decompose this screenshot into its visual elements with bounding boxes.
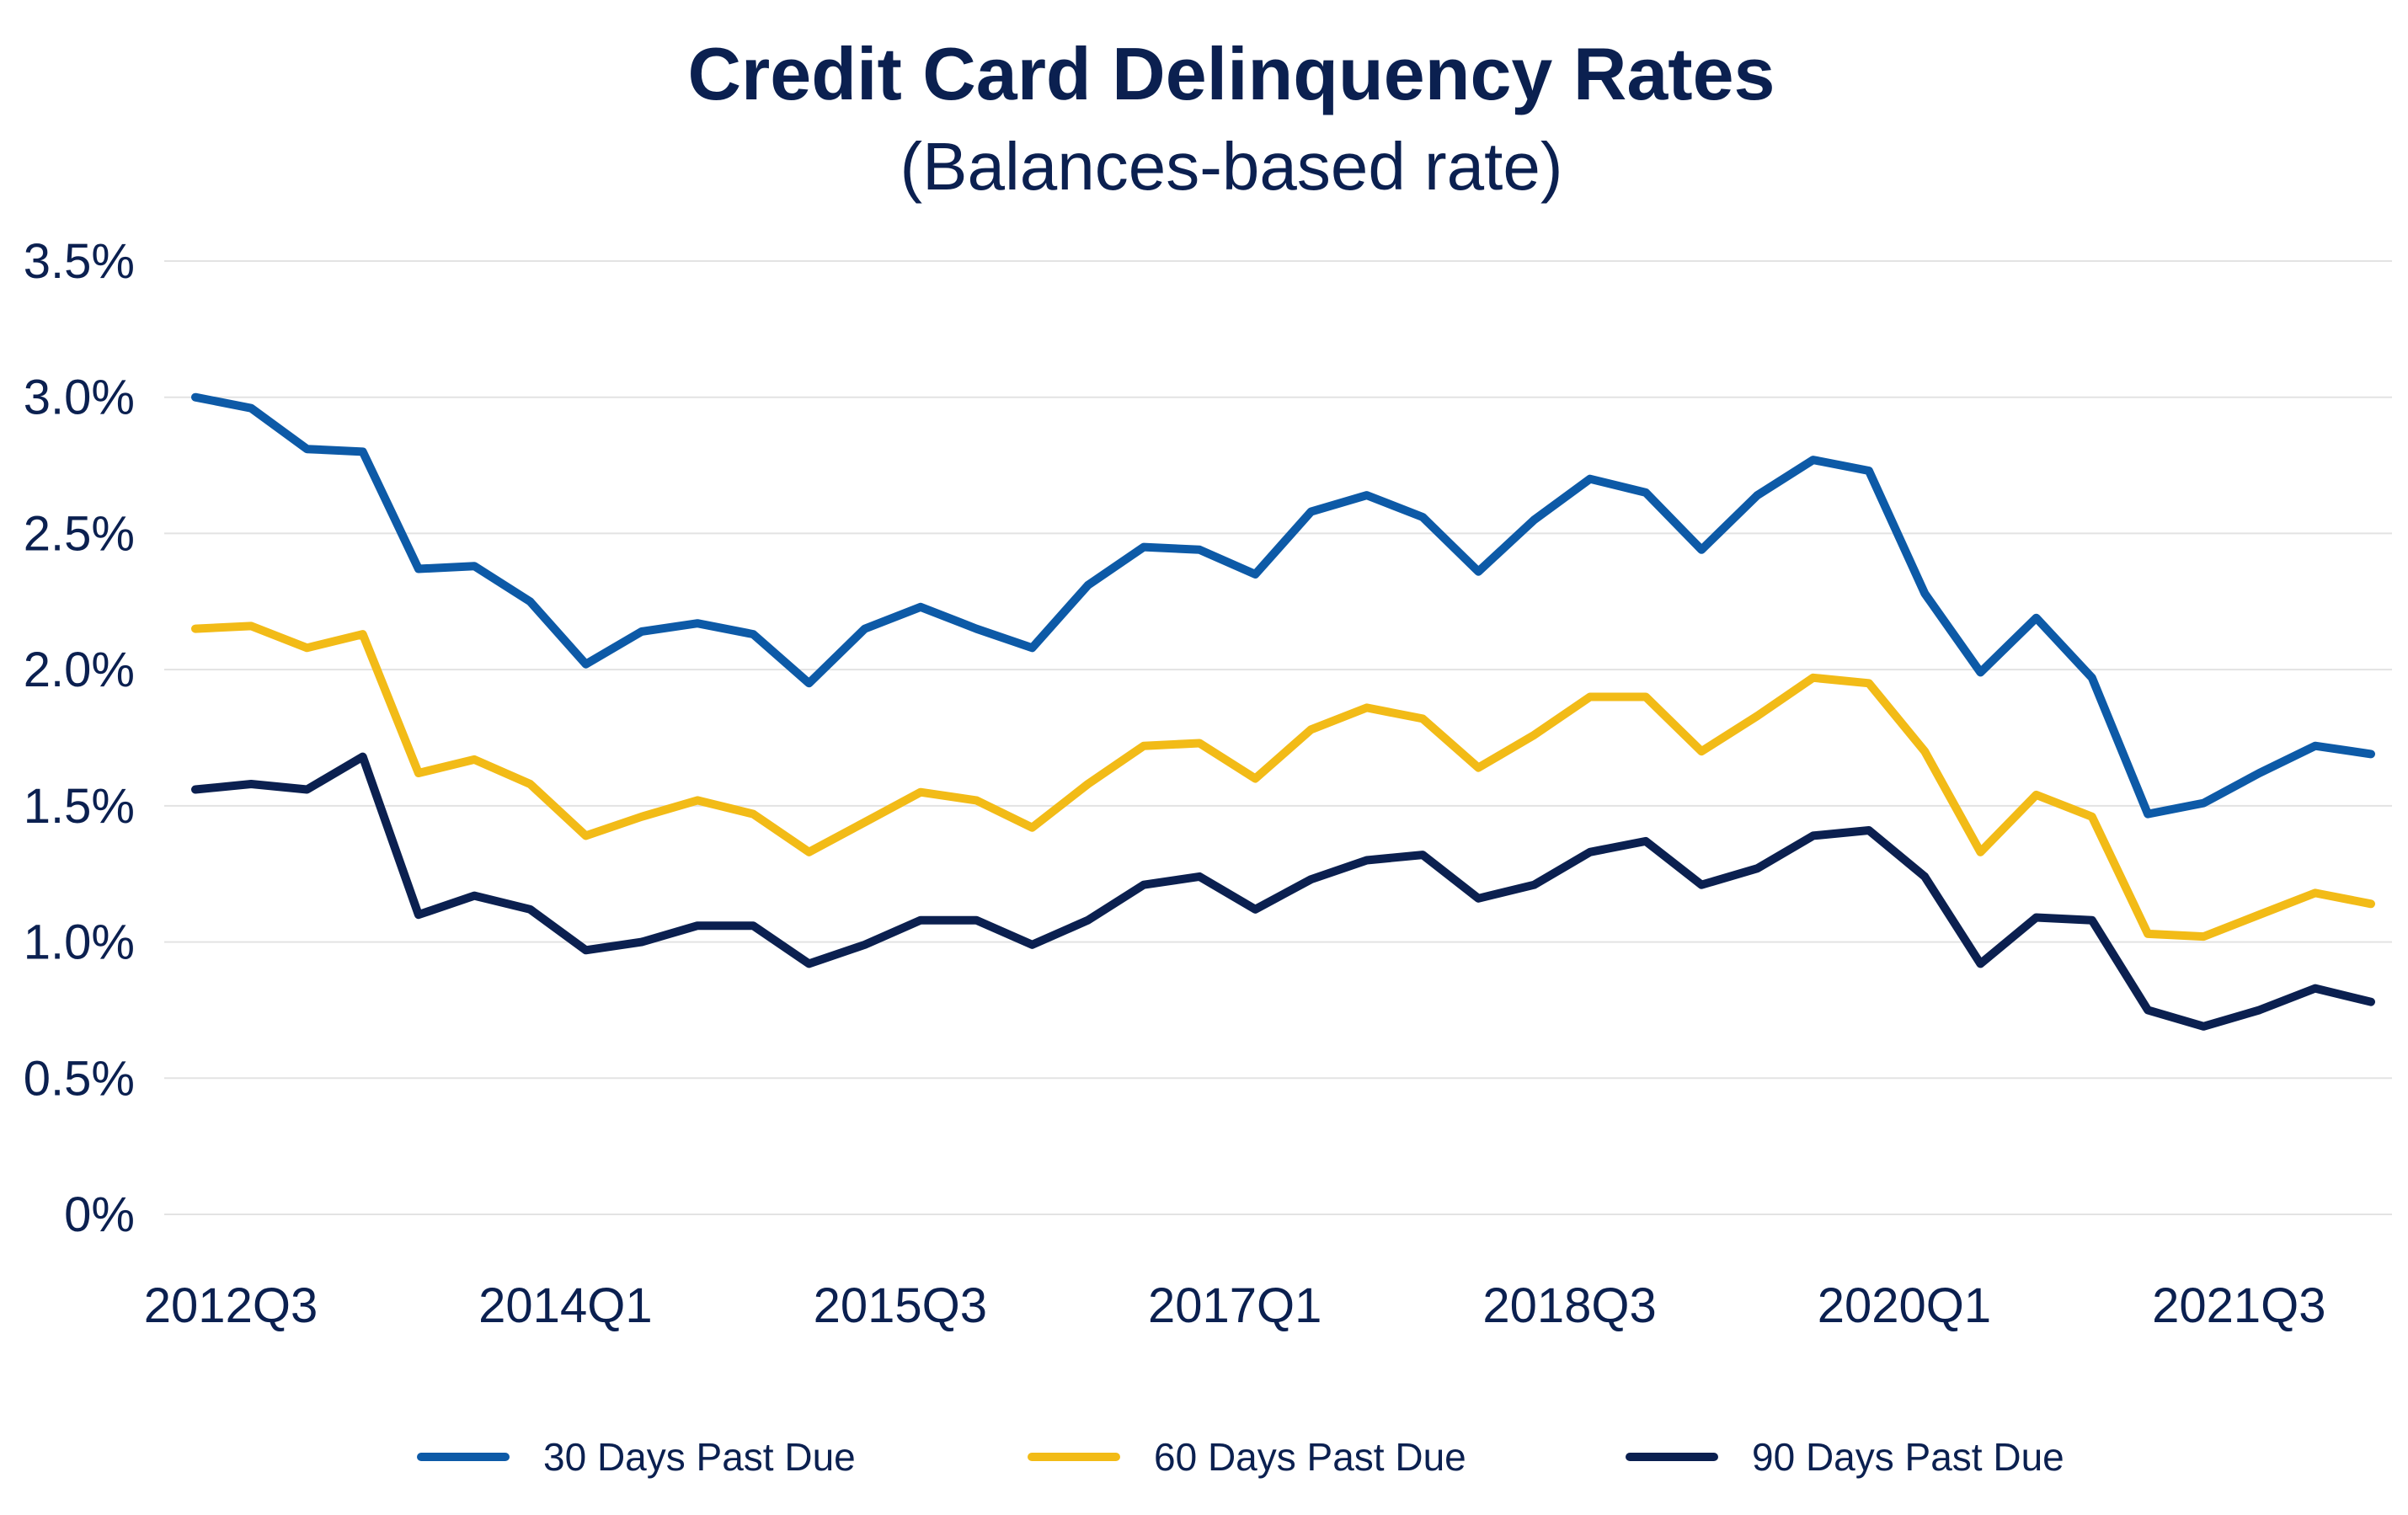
series-line-90-days-past-due <box>191 752 2375 1031</box>
legend-label: 60 Days Past Due <box>1154 1435 1466 1479</box>
y-tick-label: 1.5% <box>24 779 135 834</box>
x-tick-label: 2014Q1 <box>478 1278 652 1333</box>
x-axis-ticks: 2012Q3 2014Q1 2015Q3 2017Q1 2018Q3 2020Q1 2021… <box>144 1278 2326 1333</box>
series-line-30-days-past-due <box>191 392 2375 819</box>
chart-subtitle: (Balances-based rate) <box>900 129 1562 204</box>
x-tick-label: 2015Q3 <box>814 1278 987 1333</box>
legend-label: 90 Days Past Due <box>1752 1435 2064 1479</box>
series-lines <box>191 392 2375 1031</box>
series-line-60-days-past-due <box>191 621 2375 942</box>
y-tick-label: 1.0% <box>24 915 135 970</box>
x-tick-label: 2020Q1 <box>1818 1278 1991 1333</box>
y-tick-label: 3.0% <box>24 371 135 425</box>
x-tick-label: 2017Q1 <box>1148 1278 1321 1333</box>
y-tick-label: 3.5% <box>24 234 135 289</box>
y-tick-label: 2.5% <box>24 506 135 561</box>
y-tick-label: 0% <box>64 1187 135 1242</box>
x-tick-label: 2021Q3 <box>2152 1278 2325 1333</box>
legend-label: 30 Days Past Due <box>543 1435 856 1479</box>
x-tick-label: 2018Q3 <box>1482 1278 1656 1333</box>
y-tick-label: 2.0% <box>24 643 135 697</box>
y-tick-label: 0.5% <box>24 1051 135 1106</box>
legend: 30 Days Past Due 60 Days Past Due 90 Days … <box>417 1435 2064 1479</box>
y-axis-ticks: 0% 0.5% 1.0% 1.5% 2.0% 2.5% 3.0% 3.5% <box>24 234 135 1242</box>
gridlines <box>164 260 2392 1215</box>
x-tick-label: 2012Q3 <box>144 1278 318 1333</box>
chart-title: Credit Card Delinquency Rates <box>688 32 1775 115</box>
